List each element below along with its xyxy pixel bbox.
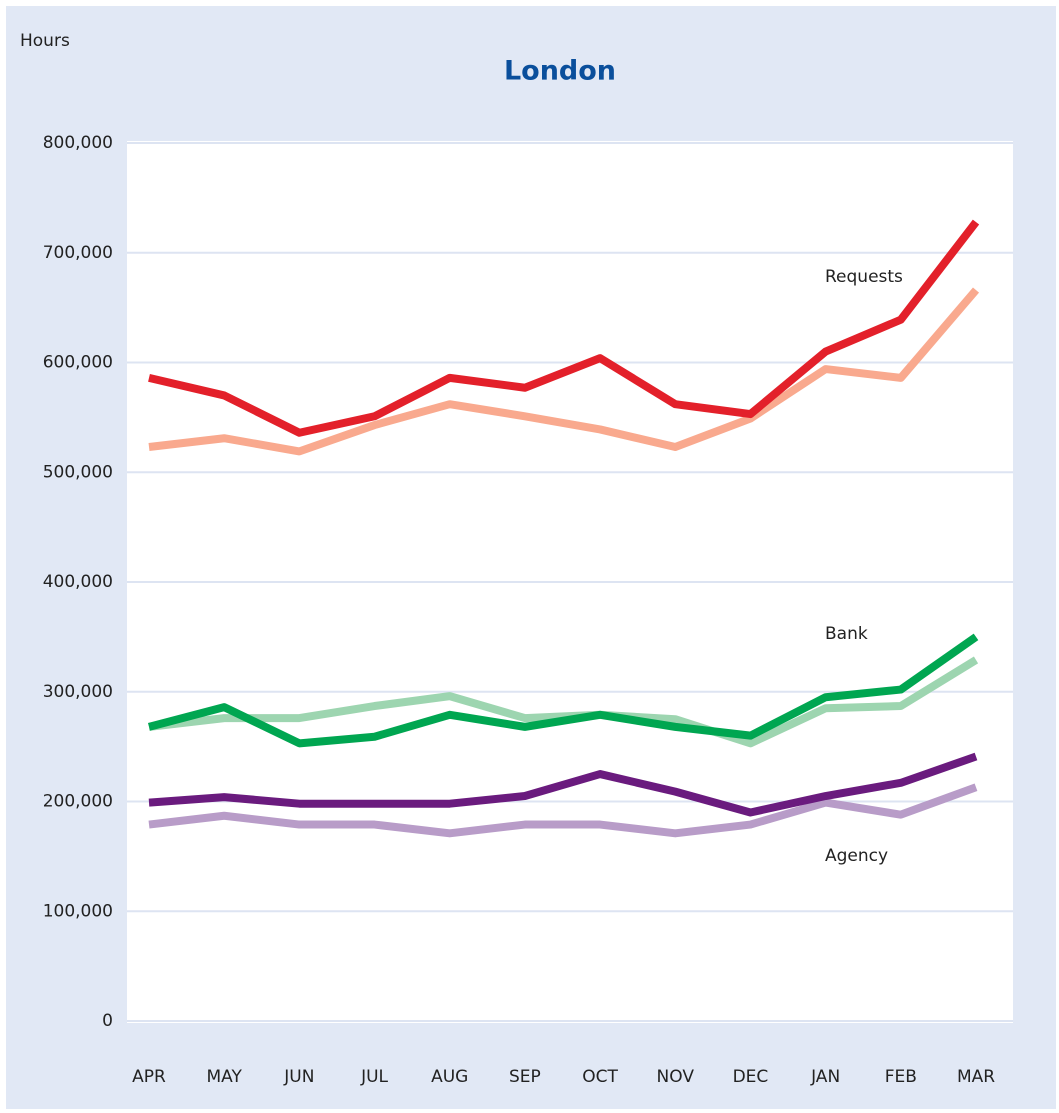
series-annotation: Bank	[825, 624, 868, 644]
y-tick-label: 100,000	[43, 901, 113, 921]
y-tick-label: 300,000	[43, 682, 113, 702]
x-tick-label: FEB	[885, 1067, 917, 1087]
series-line	[148, 656, 979, 748]
y-tick-label: 500,000	[43, 462, 113, 482]
x-tick-label: JAN	[810, 1067, 840, 1087]
series-line	[148, 783, 978, 838]
x-tick-label: NOV	[657, 1067, 695, 1087]
x-tick-label: JUN	[283, 1067, 314, 1087]
x-tick-label: APR	[132, 1067, 166, 1087]
series-line	[147, 633, 979, 748]
y-tick-label: 400,000	[43, 572, 113, 592]
series-line	[148, 752, 978, 817]
series-line	[148, 287, 980, 456]
x-tick-label: JUL	[360, 1067, 388, 1087]
series-line	[148, 219, 980, 437]
x-tick-label: SEP	[509, 1067, 541, 1087]
x-tick-label: MAR	[957, 1067, 995, 1087]
x-tick-label: DEC	[733, 1067, 769, 1087]
y-tick-label: 0	[102, 1011, 113, 1031]
x-tick-label: OCT	[582, 1067, 618, 1087]
y-tick-label: 800,000	[43, 133, 113, 153]
y-axis-label: Hours	[20, 31, 70, 51]
series-annotation: Agency	[825, 846, 888, 866]
x-tick-label: AUG	[431, 1067, 468, 1087]
chart-title: London	[504, 56, 616, 87]
series-annotation: Requests	[825, 267, 903, 287]
y-tick-label: 600,000	[43, 353, 113, 373]
y-tick-label: 700,000	[43, 243, 113, 263]
x-tick-label: MAY	[206, 1067, 242, 1087]
y-tick-label: 200,000	[43, 792, 113, 812]
